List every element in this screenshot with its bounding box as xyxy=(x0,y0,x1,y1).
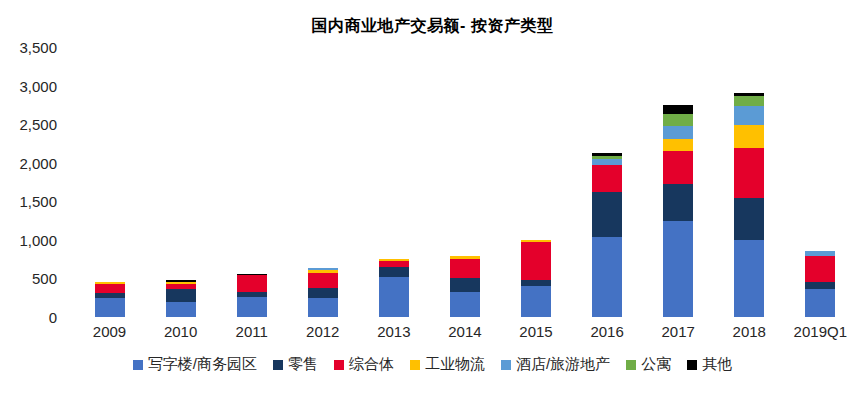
y-tick-label: 500 xyxy=(32,270,57,287)
x-axis-label: 2015 xyxy=(501,323,572,340)
bar-segment-工业物流 xyxy=(663,139,693,151)
legend-item-写字楼/商务园区: 写字楼/商务园区 xyxy=(133,355,257,374)
legend-item-公寓: 公寓 xyxy=(626,355,671,374)
legend-label: 综合体 xyxy=(349,355,394,374)
x-axis-label: 2016 xyxy=(572,323,643,340)
bar-segment-零售 xyxy=(166,289,196,301)
y-tick-label: 3,000 xyxy=(19,77,57,94)
bar-2015 xyxy=(521,47,551,317)
legend: 写字楼/商务园区 零售 综合体 工业物流 酒店/旅游地产 公寓 其他 xyxy=(0,355,865,374)
bar-segment-综合体 xyxy=(592,165,622,193)
bar-segment-零售 xyxy=(308,288,338,298)
x-axis-label: 2011 xyxy=(216,323,287,340)
legend-swatch-icon xyxy=(133,360,143,370)
legend-label: 零售 xyxy=(288,355,318,374)
bar-segment-公寓 xyxy=(734,96,764,105)
bar-segment-公寓 xyxy=(663,114,693,126)
y-axis: 05001,0001,5002,0002,5003,0003,500 xyxy=(0,47,57,317)
bar-segment-综合体 xyxy=(95,284,125,292)
bar-segment-酒店/旅游地产 xyxy=(734,106,764,126)
bar-segment-写字楼/商务园区 xyxy=(308,298,338,317)
legend-swatch-icon xyxy=(501,360,511,370)
x-axis-label: 2017 xyxy=(643,323,714,340)
legend-label: 酒店/旅游地产 xyxy=(516,355,610,374)
y-tick-label: 1,500 xyxy=(19,193,57,210)
bar-2019Q1 xyxy=(805,47,835,317)
bar-segment-写字楼/商务园区 xyxy=(379,277,409,318)
x-axis-label: 2009 xyxy=(74,323,145,340)
y-tick-label: 2,500 xyxy=(19,116,57,133)
legend-item-综合体: 综合体 xyxy=(334,355,394,374)
bar-segment-综合体 xyxy=(663,151,693,184)
y-tick-label: 3,500 xyxy=(19,39,57,56)
chart-container: 国内商业地产交易额- 按资产类型 0 500 1,000 1,500 2,000 2,50… xyxy=(0,0,865,400)
bar-segment-写字楼/商务园区 xyxy=(663,221,693,317)
bar-segment-其他 xyxy=(663,105,693,115)
bar-2018 xyxy=(734,47,764,317)
bar-segment-综合体 xyxy=(734,148,764,198)
bar-segment-写字楼/商务园区 xyxy=(805,289,835,317)
bar-segment-写字楼/商务园区 xyxy=(95,298,125,317)
bar-segment-写字楼/商务园区 xyxy=(592,237,622,317)
bar-2009 xyxy=(95,47,125,317)
bar-segment-综合体 xyxy=(450,259,480,278)
bar-segment-综合体 xyxy=(805,256,835,282)
y-tick-label: 1,000 xyxy=(19,231,57,248)
bar-2013 xyxy=(379,47,409,317)
bar-2012 xyxy=(308,47,338,317)
x-axis-label: 2014 xyxy=(429,323,500,340)
x-axis-label: 2010 xyxy=(145,323,216,340)
bar-segment-工业物流 xyxy=(734,125,764,148)
bar-segment-综合体 xyxy=(308,273,338,288)
bar-segment-零售 xyxy=(379,267,409,276)
bar-segment-写字楼/商务园区 xyxy=(237,297,267,317)
legend-item-工业物流: 工业物流 xyxy=(410,355,485,374)
bar-segment-零售 xyxy=(663,184,693,221)
bar-2014 xyxy=(450,47,480,317)
bar-2016 xyxy=(592,47,622,317)
x-axis-label: 2018 xyxy=(714,323,785,340)
legend-swatch-icon xyxy=(334,360,344,370)
bar-segment-写字楼/商务园区 xyxy=(166,302,196,317)
legend-swatch-icon xyxy=(273,360,283,370)
bar-2017 xyxy=(663,47,693,317)
bar-segment-写字楼/商务园区 xyxy=(521,286,551,317)
plot-area xyxy=(74,47,856,317)
x-axis-label: 2012 xyxy=(287,323,358,340)
bar-segment-零售 xyxy=(805,282,835,289)
y-tick-label: 0 xyxy=(49,309,57,326)
bar-segment-零售 xyxy=(592,192,622,237)
legend-item-其他: 其他 xyxy=(687,355,732,374)
bar-segment-零售 xyxy=(450,278,480,292)
bar-2010 xyxy=(166,47,196,317)
bar-segment-写字楼/商务园区 xyxy=(450,292,480,317)
x-axis-label: 2013 xyxy=(358,323,429,340)
y-tick-label: 2,000 xyxy=(19,154,57,171)
legend-item-酒店/旅游地产: 酒店/旅游地产 xyxy=(501,355,610,374)
bar-2011 xyxy=(237,47,267,317)
legend-swatch-icon xyxy=(626,360,636,370)
legend-label: 写字楼/商务园区 xyxy=(148,355,257,374)
x-axis-label: 2019Q1 xyxy=(785,323,856,340)
bar-segment-综合体 xyxy=(521,242,551,280)
legend-label: 公寓 xyxy=(641,355,671,374)
legend-swatch-icon xyxy=(410,360,420,370)
bar-segment-零售 xyxy=(734,198,764,240)
chart-title: 国内商业地产交易额- 按资产类型 xyxy=(0,16,865,37)
legend-item-零售: 零售 xyxy=(273,355,318,374)
x-axis: 2009201020112012201320142015201620172018… xyxy=(74,323,856,340)
legend-swatch-icon xyxy=(687,360,697,370)
legend-label: 工业物流 xyxy=(425,355,485,374)
bar-segment-写字楼/商务园区 xyxy=(734,240,764,317)
legend-label: 其他 xyxy=(702,355,732,374)
bar-segment-酒店/旅游地产 xyxy=(663,126,693,140)
bar-segment-综合体 xyxy=(237,275,267,292)
